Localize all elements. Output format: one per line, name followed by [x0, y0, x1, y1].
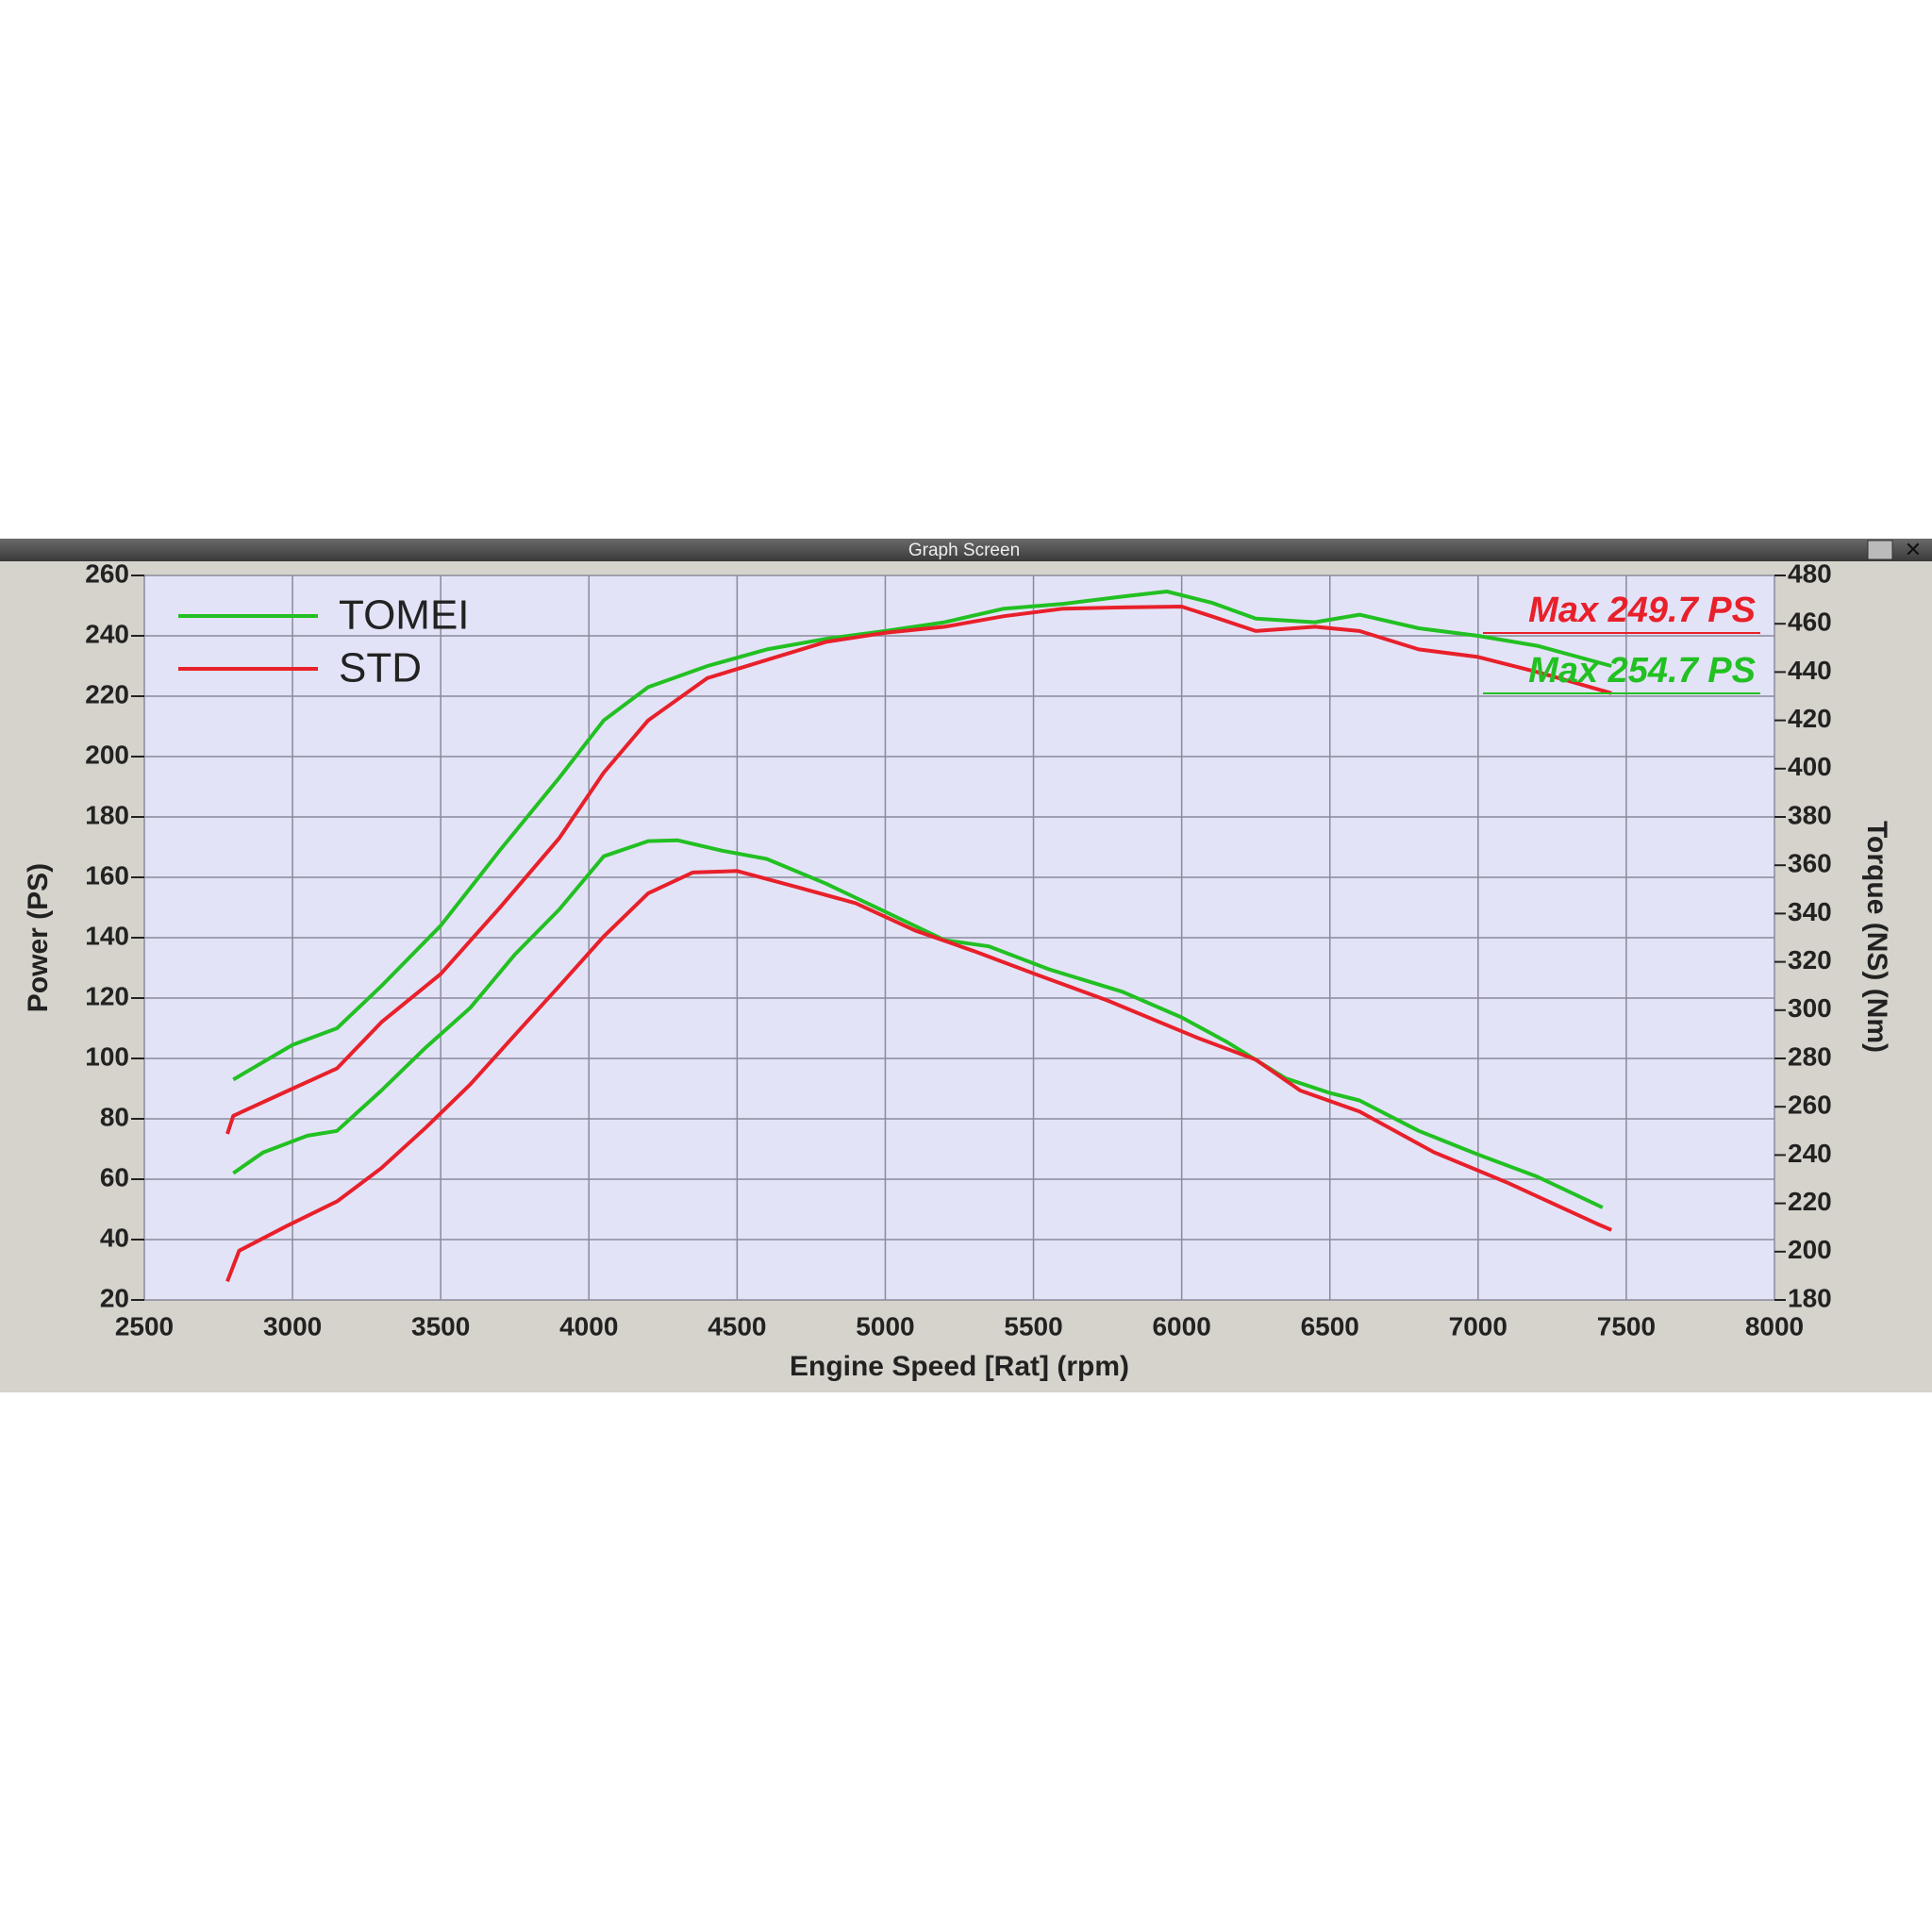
- x-axis-label: Engine Speed [Rat] (rpm): [790, 1351, 1129, 1382]
- x-tick-label: 8000: [1745, 1311, 1804, 1341]
- x-tick-label: 6000: [1152, 1311, 1210, 1341]
- y-tick-label: 180: [85, 800, 129, 829]
- x-tick-label: 5000: [856, 1311, 914, 1341]
- window-title: Graph Screen: [908, 541, 1020, 560]
- title-bar: [0, 539, 1932, 561]
- y2-tick-label: 480: [1788, 558, 1832, 588]
- y-tick-label: 140: [85, 921, 129, 950]
- y-tick-label: 120: [85, 981, 129, 1010]
- y2-axis-label: Torque (NS) (Nm): [1861, 821, 1892, 1053]
- x-tick-label: 4000: [559, 1311, 618, 1341]
- y-tick-label: 200: [85, 740, 129, 769]
- y2-tick-label: 340: [1788, 897, 1832, 926]
- series-line: [232, 590, 1612, 1082]
- x-tick-label: 7000: [1449, 1311, 1507, 1341]
- y2-tick-label: 260: [1788, 1091, 1832, 1120]
- x-tick-label: 4500: [708, 1311, 766, 1341]
- y2-tick-label: 300: [1788, 993, 1832, 1023]
- y2-tick-label: 460: [1788, 608, 1832, 637]
- y2-tick-label: 380: [1788, 800, 1832, 829]
- y-tick-label: 60: [100, 1162, 129, 1191]
- y2-tick-label: 280: [1788, 1041, 1832, 1071]
- y2-tick-label: 400: [1788, 752, 1832, 781]
- restore-button[interactable]: [1867, 540, 1893, 560]
- y-tick-label: 40: [100, 1223, 129, 1252]
- x-tick-label: 3000: [263, 1311, 322, 1341]
- y-tick-label: 100: [85, 1041, 129, 1071]
- annotation: Max 249.7 PS: [1528, 591, 1756, 630]
- annotation: Max 254.7 PS: [1528, 651, 1756, 691]
- series-line: [225, 605, 1612, 1135]
- y-tick-label: 220: [85, 679, 129, 708]
- x-tick-label: 6500: [1301, 1311, 1359, 1341]
- y2-tick-label: 440: [1788, 656, 1832, 685]
- y-tick-label: 240: [85, 619, 129, 648]
- y2-tick-label: 200: [1788, 1235, 1832, 1264]
- y-tick-label: 80: [100, 1102, 129, 1131]
- series-line: [225, 869, 1612, 1283]
- y2-tick-label: 220: [1788, 1187, 1832, 1216]
- x-tick-label: 2500: [115, 1311, 174, 1341]
- y-axis-label: Power (PS): [23, 863, 54, 1012]
- y2-tick-label: 320: [1788, 945, 1832, 974]
- legend-label: STD: [339, 645, 422, 691]
- y2-tick-label: 180: [1788, 1283, 1832, 1312]
- series-line: [232, 838, 1604, 1209]
- y-tick-label: 160: [85, 860, 129, 890]
- legend-label: TOMEI: [339, 592, 470, 639]
- y-tick-label: 20: [100, 1283, 129, 1312]
- x-tick-label: 5500: [1004, 1311, 1062, 1341]
- y2-tick-label: 240: [1788, 1139, 1832, 1168]
- x-tick-label: 3500: [411, 1311, 470, 1341]
- y2-tick-label: 360: [1788, 849, 1832, 878]
- y2-tick-label: 420: [1788, 704, 1832, 733]
- x-tick-label: 7500: [1597, 1311, 1656, 1341]
- close-button[interactable]: ✕: [1905, 538, 1922, 561]
- y-tick-label: 260: [85, 558, 129, 588]
